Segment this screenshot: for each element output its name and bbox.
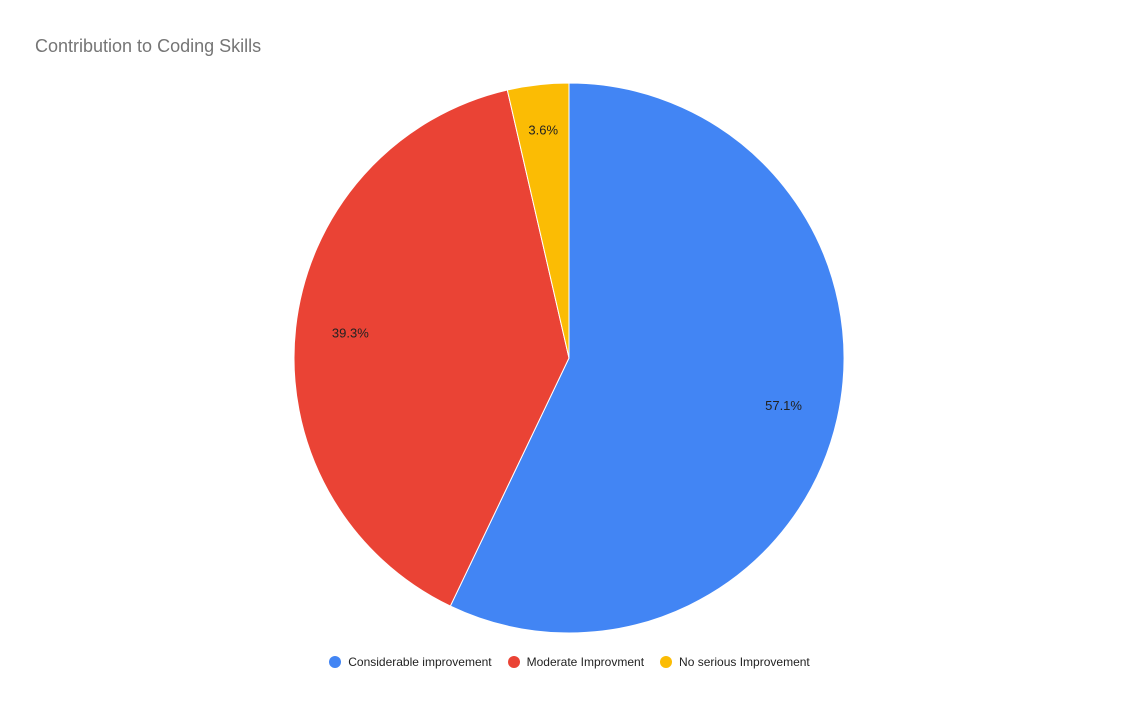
slice-label-moderate-improvment: 39.3% [332, 325, 369, 340]
pie-slice-considerable-improvement[interactable] [449, 82, 845, 634]
slice-label-no-serious-improvement: 3.6% [528, 123, 558, 138]
legend-dot-icon [329, 656, 342, 668]
chart-title: Contribution to Coding Skills [35, 36, 262, 56]
pie-slice-no-serious-improvement[interactable] [506, 82, 570, 359]
legend: Considerable improvement Moderate Improv… [0, 655, 1139, 669]
legend-label: Moderate Improvment [526, 655, 645, 669]
legend-item-no-serious-improvement[interactable]: No serious Improvement [660, 655, 810, 669]
legend-item-considerable-improvement[interactable]: Considerable improvement [329, 655, 492, 669]
pie-slice-moderate-improvment[interactable] [293, 89, 570, 607]
legend-dot-icon [660, 656, 673, 668]
slice-label-considerable-improvement: 57.1% [765, 398, 802, 413]
pie-slices [293, 82, 845, 634]
legend-label: Considerable improvement [348, 655, 492, 669]
legend-label: No serious Improvement [679, 655, 810, 669]
pie-labels: 57.1% 39.3% 3.6% [332, 123, 803, 413]
legend-dot-icon [507, 656, 520, 668]
legend-item-moderate-improvment[interactable]: Moderate Improvment [507, 655, 645, 669]
